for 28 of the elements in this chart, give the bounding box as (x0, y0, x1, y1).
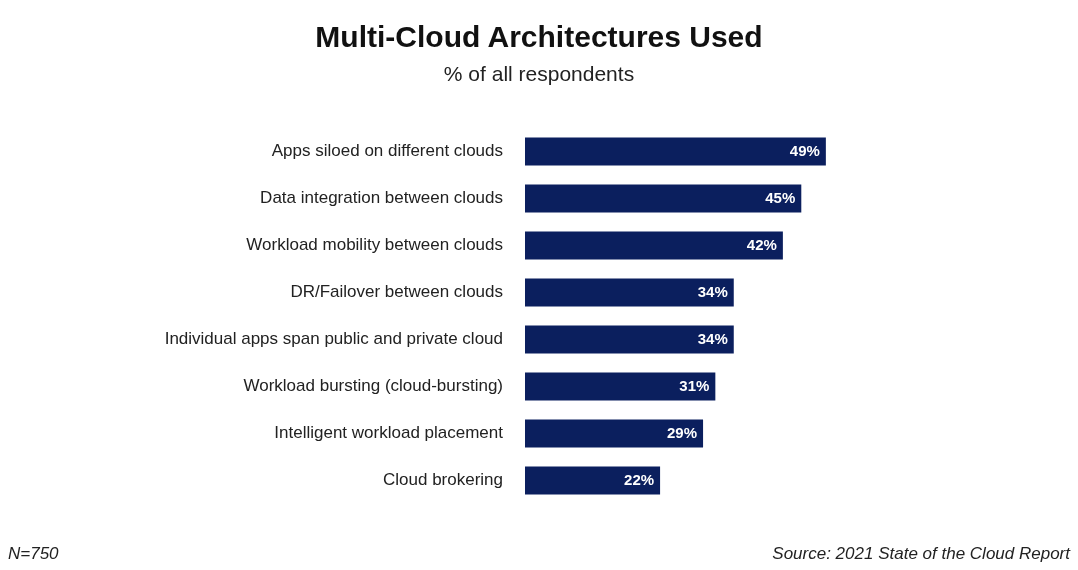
chart-title: Multi-Cloud Architectures Used (314, 20, 764, 54)
bar (525, 419, 704, 448)
y-tick-label: Data integration between clouds (260, 188, 503, 208)
y-tick-label: Apps siloed on different clouds (271, 141, 503, 161)
y-tick-label: Cloud brokering (382, 470, 503, 490)
bar (525, 137, 826, 166)
chart-subtitle: % of all respondents (442, 62, 636, 86)
bar (525, 278, 734, 307)
data-label: 45% (765, 188, 796, 206)
data-label: 49% (789, 141, 820, 159)
y-tick-label: Workload mobility between clouds (246, 235, 503, 255)
bar (525, 184, 802, 213)
bar (525, 372, 716, 401)
data-label: 31% (679, 376, 710, 394)
source-note: Source: 2021 State of the Cloud Report (772, 544, 1070, 564)
bar (525, 325, 734, 354)
y-tick-label: Individual apps span public and private cloud (164, 329, 503, 349)
data-label: 42% (746, 235, 777, 253)
y-tick-label: DR/Failover between clouds (290, 282, 503, 302)
bar (525, 231, 783, 260)
data-label: 34% (697, 282, 728, 300)
y-tick-label: Workload bursting (cloud-bursting) (243, 376, 503, 396)
text: N=750 (8, 544, 59, 564)
bar (525, 466, 661, 495)
data-label: 34% (697, 329, 728, 347)
data-label: 29% (667, 423, 698, 441)
y-tick-label: Intelligent workload placement (274, 423, 504, 443)
data-label: 22% (624, 470, 655, 488)
